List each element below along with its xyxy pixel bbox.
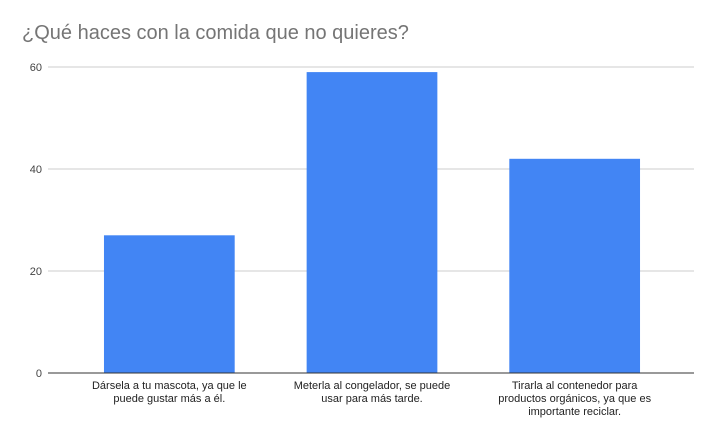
x-category-label: Meterla al congelador, se puede usar para… bbox=[294, 380, 451, 405]
x-category-label: Tirarla al contenedor para productos orgá… bbox=[498, 380, 651, 418]
y-tick-label: 0 bbox=[36, 368, 42, 380]
chart-title: ¿Qué haces con la comida que no quieres? bbox=[22, 22, 409, 44]
y-tick-label: 20 bbox=[30, 266, 42, 278]
x-category-label-line: importante reciclar. bbox=[528, 406, 621, 418]
bar bbox=[509, 158, 641, 373]
x-category-label-line: Dársela a tu mascota, ya que le bbox=[92, 380, 247, 392]
x-category-label-line: puede gustar más a él. bbox=[113, 393, 225, 405]
x-category-label-line: Meterla al congelador, se puede bbox=[294, 380, 451, 392]
x-category-label: Dársela a tu mascota, ya que le puede gus… bbox=[92, 380, 247, 405]
x-category-label-line: productos orgánicos, ya que es bbox=[498, 393, 651, 405]
x-category-label-line: Tirarla al contenedor para bbox=[512, 380, 638, 392]
y-tick-label: 60 bbox=[30, 62, 42, 74]
bar bbox=[103, 235, 235, 373]
bar bbox=[306, 72, 438, 373]
y-tick-label: 40 bbox=[30, 164, 42, 176]
x-category-label-line: usar para más tarde. bbox=[321, 393, 423, 405]
